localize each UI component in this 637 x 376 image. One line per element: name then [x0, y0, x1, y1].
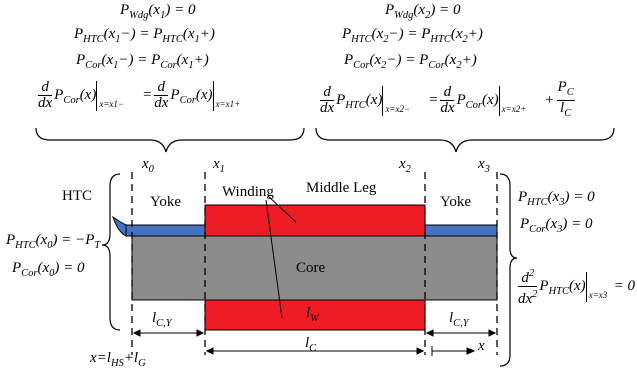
label-core: Core	[296, 260, 326, 276]
label-x-origin: x=lHS+lG	[90, 350, 146, 369]
label-x0: x0	[142, 156, 154, 175]
label-lc: lC	[305, 335, 317, 354]
eq-top-right-3: PCor(x2−) = PCor(x2+)	[344, 52, 477, 71]
eq-left-2: PCor(x0) = 0	[12, 260, 85, 279]
brace-top-left	[35, 127, 305, 153]
eq-top-right-1: PWdg(x2) = 0	[385, 2, 461, 21]
eq-top-right-2: PHTC(x2−) = PHTC(x2+)	[342, 26, 483, 45]
brace-left	[101, 173, 121, 331]
eq-top-left-1: PWdg(x1) = 0	[120, 2, 196, 21]
lcy-right-dimension	[425, 329, 497, 337]
label-x3: x3	[478, 156, 490, 175]
label-yoke-left: Yoke	[150, 194, 181, 210]
label-x-axis: x	[478, 338, 485, 354]
winding-bottom	[204, 299, 426, 331]
htc-right-strip	[424, 224, 498, 237]
winding-top	[204, 204, 426, 237]
x-axis-arrow	[431, 346, 476, 356]
label-x1: x1	[213, 156, 225, 175]
eq-top-right-4: d dx PHTC(x) x=x2− = d dx PCor(x) x=x2+ + PC lC	[320, 79, 575, 119]
winding-pointer-top	[267, 195, 297, 223]
lcy-left-dimension	[132, 329, 205, 337]
eq-top-left-2: PHTC(x1−) = PHTC(x1+)	[74, 26, 215, 45]
htc-left-curve	[112, 215, 127, 237]
brace-right	[499, 173, 518, 367]
eq-top-left-3: PCor(x1−) = PCor(x1+)	[76, 52, 209, 71]
eq-top-left-4: d dx PCor(x) x=x1− = d dx PCor(x) x=x1+	[36, 80, 255, 111]
eq-right-2: PCor(x3) = 0	[520, 216, 593, 235]
label-yoke-right: Yoke	[440, 194, 471, 210]
label-middle-leg: Middle Leg	[306, 180, 377, 196]
label-x2: x2	[399, 156, 411, 175]
brace-top-right	[315, 127, 615, 153]
label-lw: lW	[306, 305, 319, 324]
eq-left-1: PHTC(x0) = −PT	[6, 232, 101, 251]
winding-pointer-bottom	[265, 199, 283, 319]
label-lcy-right: lC,Y	[449, 310, 469, 329]
eq-right-1: PHTC(x3) = 0	[518, 189, 595, 208]
eq-right-3: d2 dx2 PHTC(x) x=x3 = 0	[518, 268, 636, 307]
label-htc: HTC	[62, 188, 92, 204]
htc-left-strip	[125, 224, 206, 237]
lc-dimension	[205, 347, 425, 355]
label-lcy-left: lC,Y	[152, 310, 172, 329]
label-winding: Winding	[222, 184, 274, 200]
